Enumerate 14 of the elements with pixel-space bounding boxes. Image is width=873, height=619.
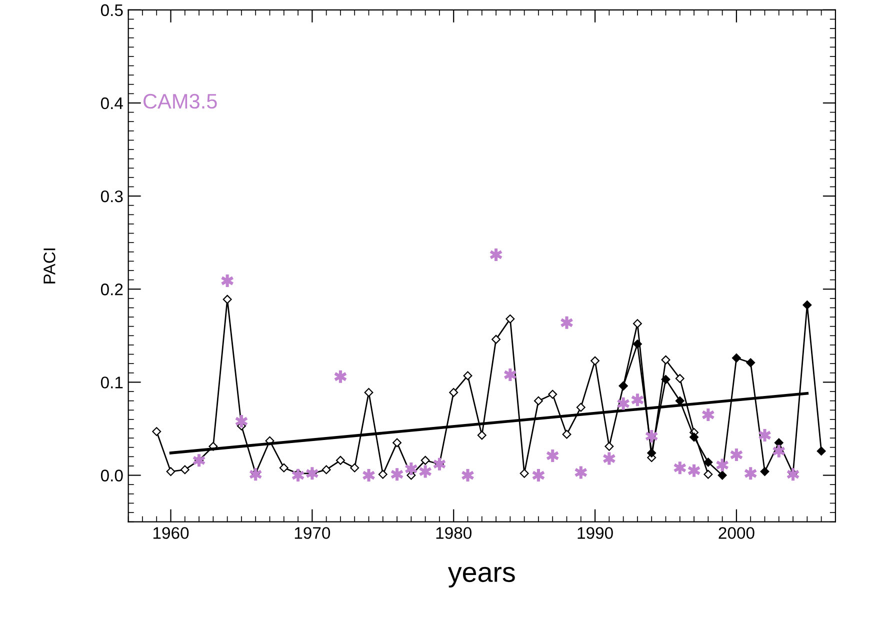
y-axis-title: PACI (44, 248, 56, 284)
x-tick-label: 1970 (294, 527, 330, 539)
y-tick-label: 0.5 (100, 4, 123, 16)
x-tick-label: 1990 (578, 527, 613, 539)
y-tick-label: 0.4 (100, 97, 123, 110)
y-tick-label: 0.2 (100, 284, 123, 296)
x-axis-title: years (448, 566, 515, 588)
y-tick-label: 0.3 (100, 190, 123, 202)
text: CAM3.5 (144, 94, 217, 109)
y-tick-label: 0.0 (100, 470, 123, 482)
x-tick-label: 2000 (718, 527, 754, 539)
x-tick-label: 1980 (436, 527, 472, 539)
y-tick-label: 0.1 (100, 376, 123, 388)
x-tick-label: 1960 (153, 527, 189, 539)
